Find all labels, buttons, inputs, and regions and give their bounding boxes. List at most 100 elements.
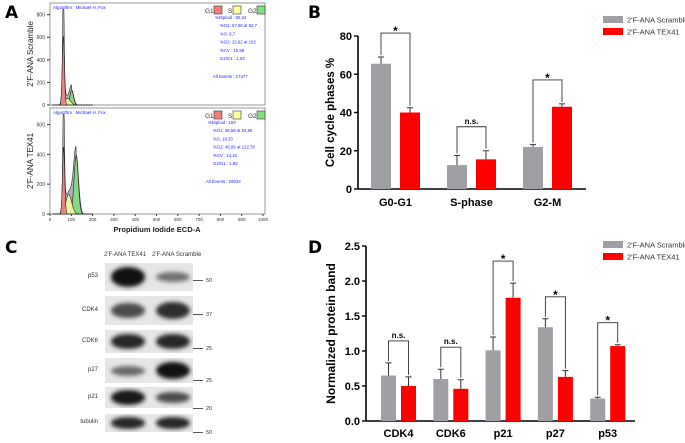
x-tick-label: 600 [174, 217, 182, 222]
blot-strip-p21 [105, 387, 193, 408]
algorithm-label: Algorithm : Michael H. Fox [53, 5, 107, 10]
error-bar [490, 336, 497, 351]
blot-row-label: CDK4 [81, 306, 98, 313]
bar [400, 112, 420, 189]
y-axis-label: Cell cycle phases % [325, 58, 337, 167]
error-bar [457, 379, 464, 389]
bar [371, 63, 391, 190]
stat-line: G2/G1 : 1,63 [220, 56, 245, 61]
y-tick-label: 400 [37, 58, 46, 64]
x-tick-label: 500 [153, 217, 161, 222]
error-bar [530, 144, 536, 147]
category-label: G2-M [534, 197, 562, 209]
protein-band [156, 361, 190, 380]
legend-swatch [213, 110, 223, 120]
all-events-label: All Events : 29043 [206, 179, 241, 184]
panel-label-b: B [308, 3, 321, 23]
category-label: CDK6 [436, 428, 466, 440]
x-tick-label: 800 [217, 217, 225, 222]
panel-label-c: C [5, 238, 18, 258]
bar [476, 159, 496, 189]
legend-swatch [256, 5, 266, 15]
bar [523, 146, 543, 189]
y-tick-label: 400 [37, 152, 46, 158]
error-bar [542, 318, 549, 328]
bar [485, 350, 501, 421]
bar [453, 388, 469, 421]
y-tick-label: 0 [346, 184, 352, 196]
x-tick-label: 900 [238, 217, 246, 222]
lane-label-scramble: 2'F-ANA Scramble [152, 252, 202, 258]
x-axis-label: Propidium Iodide ECD-A [113, 225, 201, 234]
molecular-weight-marker: 37 [193, 312, 212, 318]
panel-label-d: D [308, 238, 323, 258]
legend-label: G2 [248, 113, 257, 120]
x-tick-label: 700 [195, 217, 203, 222]
y-tick-label: 1.5 [345, 311, 360, 323]
error-bar [483, 150, 489, 160]
significance-label: * [501, 252, 506, 266]
blot-row-label: p21 [87, 393, 98, 400]
protein-band [111, 303, 145, 318]
protein-band [156, 301, 190, 320]
blot-row-label: tubulin [80, 419, 98, 425]
category-label: S-phase [450, 197, 493, 209]
category-label: p21 [494, 428, 513, 440]
y-tick-label: 80 [340, 31, 352, 43]
lane-label-tex41: 2'F-ANA TEX41 [104, 252, 147, 258]
protein-band [156, 417, 190, 429]
y-tick-label: 60 [340, 69, 352, 81]
significance-label: * [605, 314, 610, 328]
significance-label: * [553, 288, 558, 302]
blot-row-label: p53 [87, 273, 98, 279]
bar [557, 376, 573, 421]
protein-band [111, 390, 145, 405]
significance-label: n.s. [392, 331, 406, 340]
histogram-frame [49, 107, 266, 215]
significance-bracket [388, 340, 409, 375]
y-tick-label: 40 [340, 108, 352, 120]
error-bar [378, 56, 384, 64]
legend-swatch [603, 253, 623, 260]
bar [401, 386, 416, 421]
x-tick-label: 200 [89, 217, 97, 222]
error-bar [407, 107, 413, 113]
stat-line: %S: 9,7 [220, 31, 236, 36]
significance-bracket [440, 346, 462, 378]
significance-bracket [492, 260, 514, 335]
y-tick-label: 0.5 [345, 381, 360, 393]
protein-band [156, 334, 190, 349]
significance-bracket [380, 32, 411, 106]
error-bar [614, 344, 621, 347]
error-bar [559, 103, 565, 107]
legend-swatch [232, 110, 242, 120]
category-label: p53 [598, 428, 617, 440]
legend-label: G2 [248, 8, 257, 15]
legend-label: 2'F-ANA Scramble [627, 241, 685, 250]
legend-swatch [603, 28, 623, 35]
legend-swatch [603, 241, 623, 248]
histogram-frame [49, 2, 266, 106]
bar [381, 375, 396, 421]
y-tick-label: 1.0 [345, 346, 360, 358]
molecular-weight-marker: 50 [193, 430, 212, 436]
legend-swatch [213, 5, 223, 15]
legend-label: S [228, 113, 233, 120]
stat-line: %S: 18,33 [213, 136, 233, 141]
legend-label: 2'F-ANA Scramble [627, 16, 685, 25]
molecular-weight-marker: 25 [193, 346, 212, 352]
y-tick-label: 20 [340, 146, 352, 158]
stat-line: %Diploid : 100 [208, 120, 236, 125]
all-events-label: All Events : 17477 [213, 74, 248, 79]
blot-strip-p53 [105, 263, 193, 291]
legend-swatch [232, 5, 242, 15]
y-tick-label: 600 [37, 35, 46, 41]
blot-row-label: CDK6 [81, 337, 98, 344]
y-tick-label: 0 [42, 212, 45, 218]
blot-row-label: p27 [87, 366, 98, 373]
legend-label: 2'F-ANA TEX41 [627, 253, 680, 262]
error-bar [385, 362, 392, 376]
protein-band [111, 365, 145, 376]
